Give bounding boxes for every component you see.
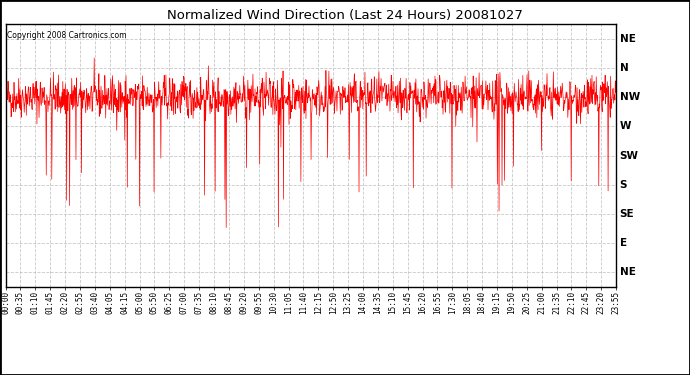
Text: N: N: [620, 63, 629, 73]
Text: NE: NE: [620, 34, 635, 44]
Text: NE: NE: [620, 267, 635, 277]
Text: E: E: [620, 238, 627, 248]
Text: NW: NW: [620, 92, 640, 102]
Text: Copyright 2008 Cartronics.com: Copyright 2008 Cartronics.com: [8, 31, 127, 40]
Text: S: S: [620, 180, 627, 190]
Text: SW: SW: [620, 151, 639, 160]
Text: SE: SE: [620, 209, 634, 219]
Text: Normalized Wind Direction (Last 24 Hours) 20081027: Normalized Wind Direction (Last 24 Hours…: [167, 9, 523, 22]
Text: W: W: [620, 122, 631, 132]
